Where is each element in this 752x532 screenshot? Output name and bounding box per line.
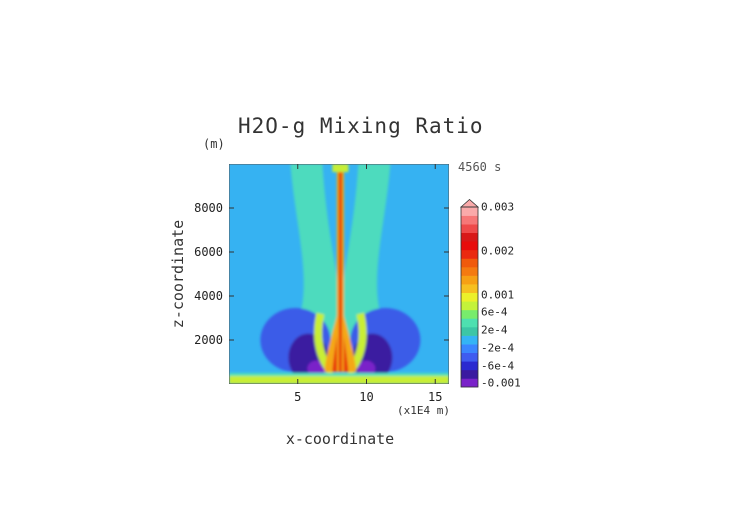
colorbar-cell bbox=[461, 344, 478, 354]
colorbar-cell bbox=[461, 284, 478, 294]
colorbar-cell bbox=[461, 327, 478, 336]
z-unit-label: (m) bbox=[203, 137, 225, 151]
colorbar-cell bbox=[461, 232, 478, 242]
colorbar-tick-label: 2e-4 bbox=[481, 323, 508, 337]
colorbar-cell bbox=[461, 292, 478, 302]
y-tick-label: 6000 bbox=[194, 245, 223, 259]
y-tick-label: 2000 bbox=[194, 333, 223, 347]
colorbar-top-arrow bbox=[460, 199, 480, 208]
plume-column-core bbox=[338, 164, 342, 372]
colorbar-tick-label: -2e-4 bbox=[481, 341, 515, 355]
colorbar-cell bbox=[461, 361, 478, 371]
surface-layer bbox=[229, 376, 449, 384]
x-tick-label: 5 bbox=[294, 390, 302, 404]
colorbar-cell bbox=[461, 335, 478, 345]
colorbar-tick-label: 0.003 bbox=[481, 200, 515, 214]
x-tick-label: 15 bbox=[428, 390, 443, 404]
y-tick-label: 8000 bbox=[194, 201, 223, 215]
colorbar-cell bbox=[461, 258, 478, 268]
colorbar-cell bbox=[461, 309, 478, 319]
colorbar-tick-label: 0.001 bbox=[481, 288, 515, 302]
surface-layer-edge bbox=[229, 373, 449, 376]
time-label: 4560 s bbox=[458, 160, 502, 174]
heatmap-plot bbox=[229, 164, 449, 384]
colorbar-cell bbox=[461, 318, 478, 328]
x-axis-label: x-coordinate bbox=[285, 430, 395, 448]
colorbar-cell bbox=[461, 301, 478, 311]
colorbar-cell bbox=[461, 215, 478, 225]
colorbar-cell bbox=[461, 275, 478, 285]
colorbar-frame bbox=[460, 206, 479, 388]
driest-right bbox=[357, 360, 376, 377]
colorbar-cell bbox=[461, 241, 478, 251]
colorbar-tick-label: 6e-4 bbox=[481, 305, 508, 319]
colorbar-cell bbox=[461, 378, 478, 388]
x-unit-label: (x1E4 m) bbox=[397, 404, 450, 417]
y-axis-label: z-coordinate bbox=[169, 219, 187, 329]
driest-left bbox=[307, 360, 326, 377]
colorbar-cell bbox=[461, 224, 478, 234]
chart-title: H2O-g Mixing Ratio bbox=[238, 114, 484, 138]
colorbar-cell bbox=[461, 369, 478, 379]
colorbar-tick-label: 0.002 bbox=[481, 244, 515, 258]
colorbar-cell bbox=[461, 352, 478, 362]
colorbar-cell bbox=[461, 249, 478, 259]
colorbar-cell bbox=[461, 207, 478, 216]
colorbar bbox=[460, 199, 480, 388]
colorbar-cell bbox=[461, 267, 478, 276]
plume-top bbox=[332, 164, 349, 172]
colorbar-tick-label: -6e-4 bbox=[481, 359, 515, 373]
y-tick-label: 4000 bbox=[194, 289, 223, 303]
x-tick-label: 10 bbox=[359, 390, 374, 404]
colorbar-tick-label: -0.001 bbox=[481, 376, 521, 390]
